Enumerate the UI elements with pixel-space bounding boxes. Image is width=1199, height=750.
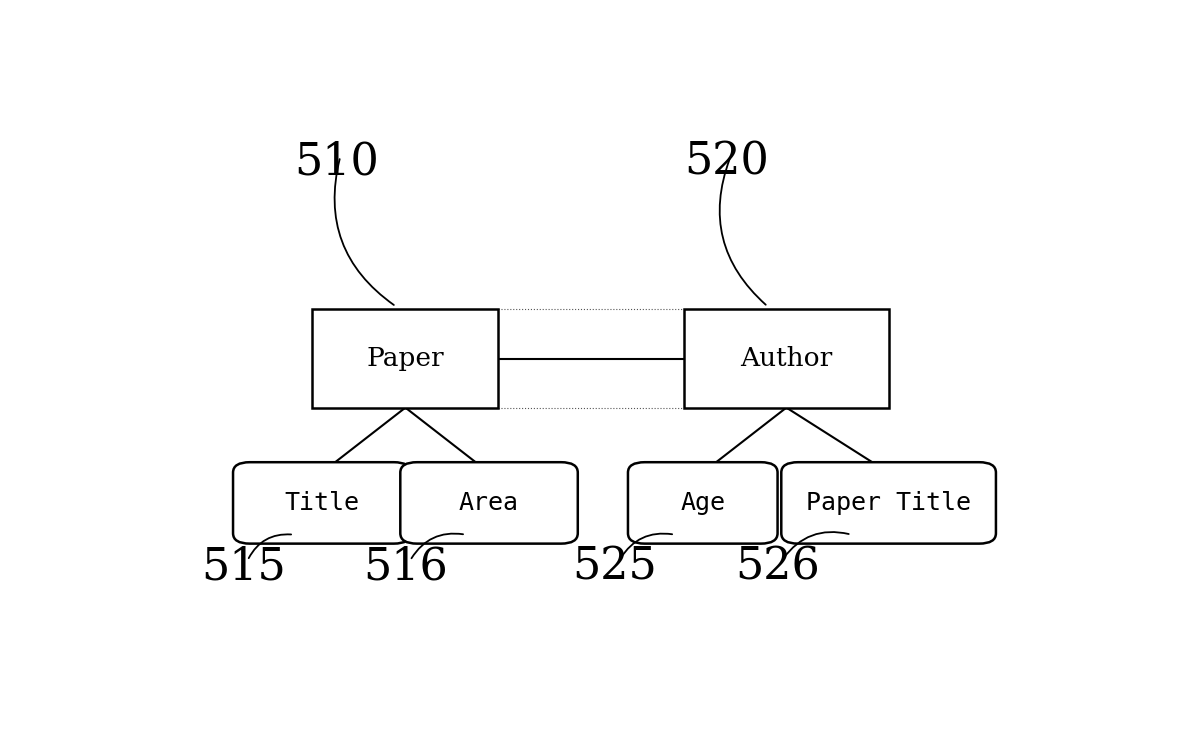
Text: 510: 510 [294,140,379,184]
Text: Age: Age [680,491,725,515]
Text: Paper: Paper [367,346,444,371]
FancyBboxPatch shape [400,462,578,544]
Text: 516: 516 [363,544,448,588]
Text: Author: Author [740,346,832,371]
Text: 526: 526 [735,544,820,588]
Text: 515: 515 [201,544,285,588]
FancyBboxPatch shape [782,462,996,544]
Bar [685,310,888,408]
Text: Title: Title [284,491,360,515]
Bar [313,310,499,408]
Text: Paper Title: Paper Title [806,491,971,515]
FancyBboxPatch shape [233,462,410,544]
Text: 520: 520 [685,140,769,184]
Text: Area: Area [459,491,519,515]
Text: 525: 525 [573,544,657,588]
FancyBboxPatch shape [628,462,778,544]
